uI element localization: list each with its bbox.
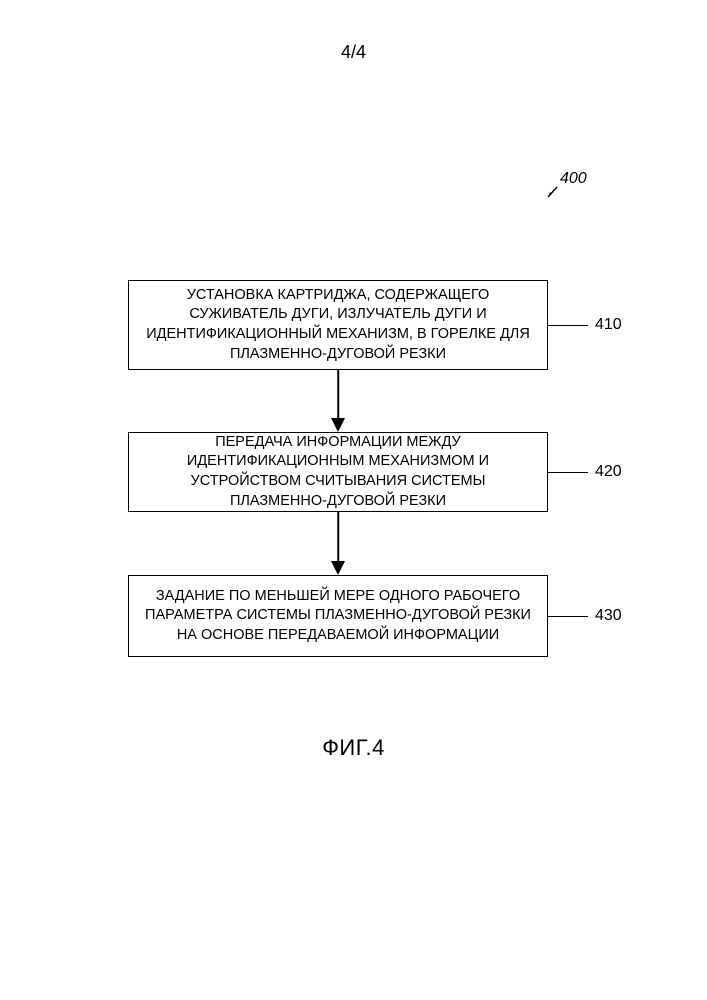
flowchart-step-410: УСТАНОВКА КАРТРИДЖА, СОДЕРЖАЩЕГО СУЖИВАТ… (128, 280, 548, 370)
label-leader-line (548, 325, 588, 326)
flowchart-step-label-430: 430 (595, 607, 622, 625)
arrowhead-icon (331, 418, 345, 432)
flowchart-step-text: УСТАНОВКА КАРТРИДЖА, СОДЕРЖАЩЕГО СУЖИВАТ… (143, 286, 533, 364)
page: 4/4 400 УСТАНОВКА КАРТРИДЖА, СОДЕРЖАЩЕГО… (0, 0, 707, 1000)
flowchart-ref-arrow-icon (545, 185, 559, 201)
flowchart-step-label-420: 420 (595, 463, 622, 481)
connector-line (337, 370, 339, 418)
flowchart-step-label-410: 410 (595, 316, 622, 334)
page-number: 4/4 (0, 42, 707, 63)
label-leader-line (548, 472, 588, 473)
flowchart-step-430: ЗАДАНИЕ ПО МЕНЬШЕЙ МЕРЕ ОДНОГО РАБОЧЕГО … (128, 575, 548, 657)
figure-caption: ФИГ.4 (0, 735, 707, 761)
flowchart-step-text: ЗАДАНИЕ ПО МЕНЬШЕЙ МЕРЕ ОДНОГО РАБОЧЕГО … (143, 587, 533, 646)
flowchart-step-text: ПЕРЕДАЧА ИНФОРМАЦИИ МЕЖДУ ИДЕНТИФИКАЦИОН… (143, 433, 533, 511)
label-leader-line (548, 616, 588, 617)
flowchart-ref-label: 400 (560, 170, 587, 188)
connector-line (337, 512, 339, 561)
arrowhead-icon (331, 561, 345, 575)
flowchart-step-420: ПЕРЕДАЧА ИНФОРМАЦИИ МЕЖДУ ИДЕНТИФИКАЦИОН… (128, 432, 548, 512)
